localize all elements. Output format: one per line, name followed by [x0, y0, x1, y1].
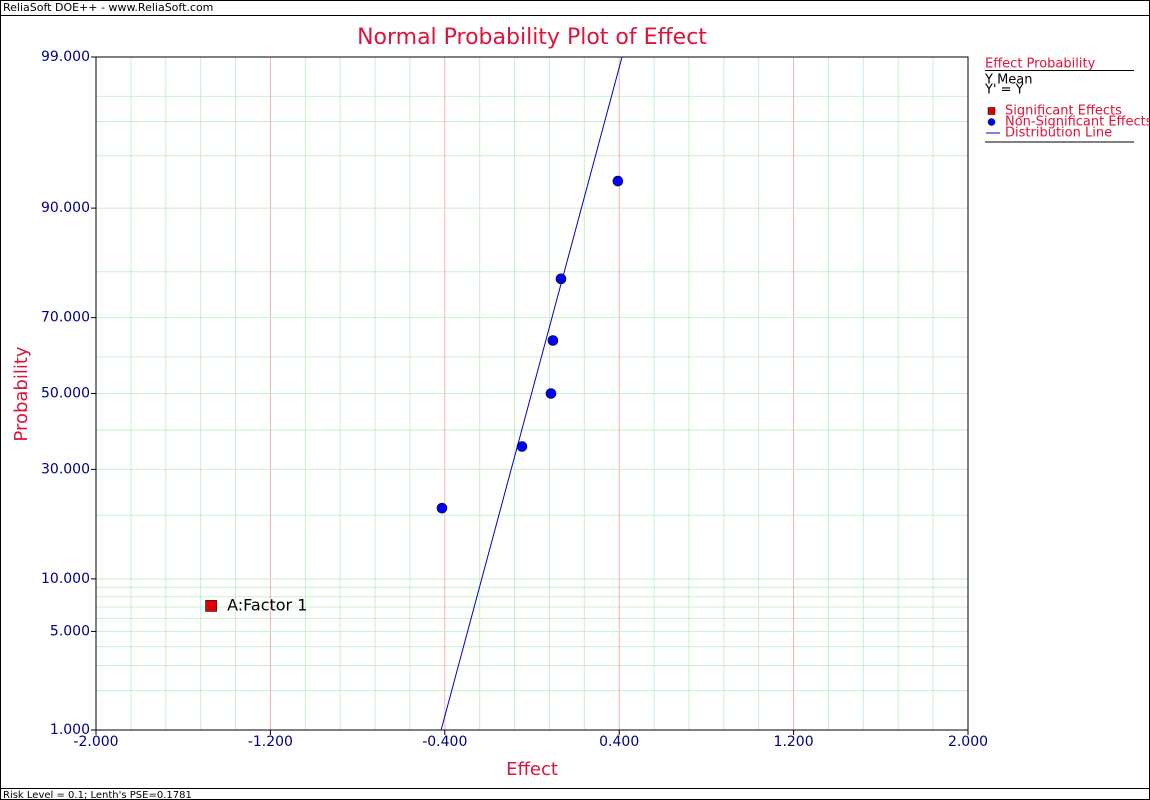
chart-title: Normal Probability Plot of Effect — [357, 25, 707, 50]
plot-area — [95, 56, 969, 731]
legend-entry: Non-Significant Effects — [1005, 115, 1150, 130]
x-tick-label: 2.000 — [948, 734, 988, 750]
x-tick-label: -1.200 — [248, 734, 293, 750]
y-tick-label: 99.000 — [41, 49, 90, 65]
point — [547, 335, 559, 346]
legend-title: Effect Probability — [985, 57, 1096, 72]
y-axis-label: Probability — [11, 346, 32, 441]
point — [205, 600, 217, 612]
y-tick-label: 90.000 — [41, 200, 90, 216]
y-tick-label: 1.000 — [50, 722, 90, 738]
y-tick-label: 5.000 — [50, 623, 90, 639]
legend-text: Y Mean — [984, 73, 1033, 88]
distribution-line — [440, 56, 623, 731]
y-tick-label: 70.000 — [41, 310, 90, 326]
point — [436, 502, 448, 514]
legend-entry: Significant Effects — [1005, 104, 1122, 119]
header-text: ReliaSoft DOE++ - www.ReliaSoft.com — [3, 1, 213, 14]
legend-entry: Distribution Line — [1005, 126, 1112, 141]
x-tick-label: -2.000 — [73, 734, 118, 750]
x-tick-label: -0.400 — [422, 734, 467, 750]
footer-text: Risk Level = 0.1; Lenth's PSE=0.1781 — [3, 790, 192, 800]
point — [612, 175, 624, 187]
legend-text: Y' = Y — [984, 83, 1024, 98]
point-label: A:Factor 1 — [227, 595, 307, 614]
y-tick-label: 10.000 — [41, 571, 90, 587]
x-axis-label: Effect — [506, 759, 558, 780]
y-tick-label: 30.000 — [41, 461, 90, 477]
x-tick-label: 0.400 — [599, 734, 639, 750]
x-tick-label: 1.200 — [774, 734, 814, 750]
legend-swatch — [987, 107, 996, 115]
point — [545, 388, 557, 399]
y-tick-label: 50.000 — [41, 386, 90, 402]
legend-swatch — [987, 118, 996, 126]
